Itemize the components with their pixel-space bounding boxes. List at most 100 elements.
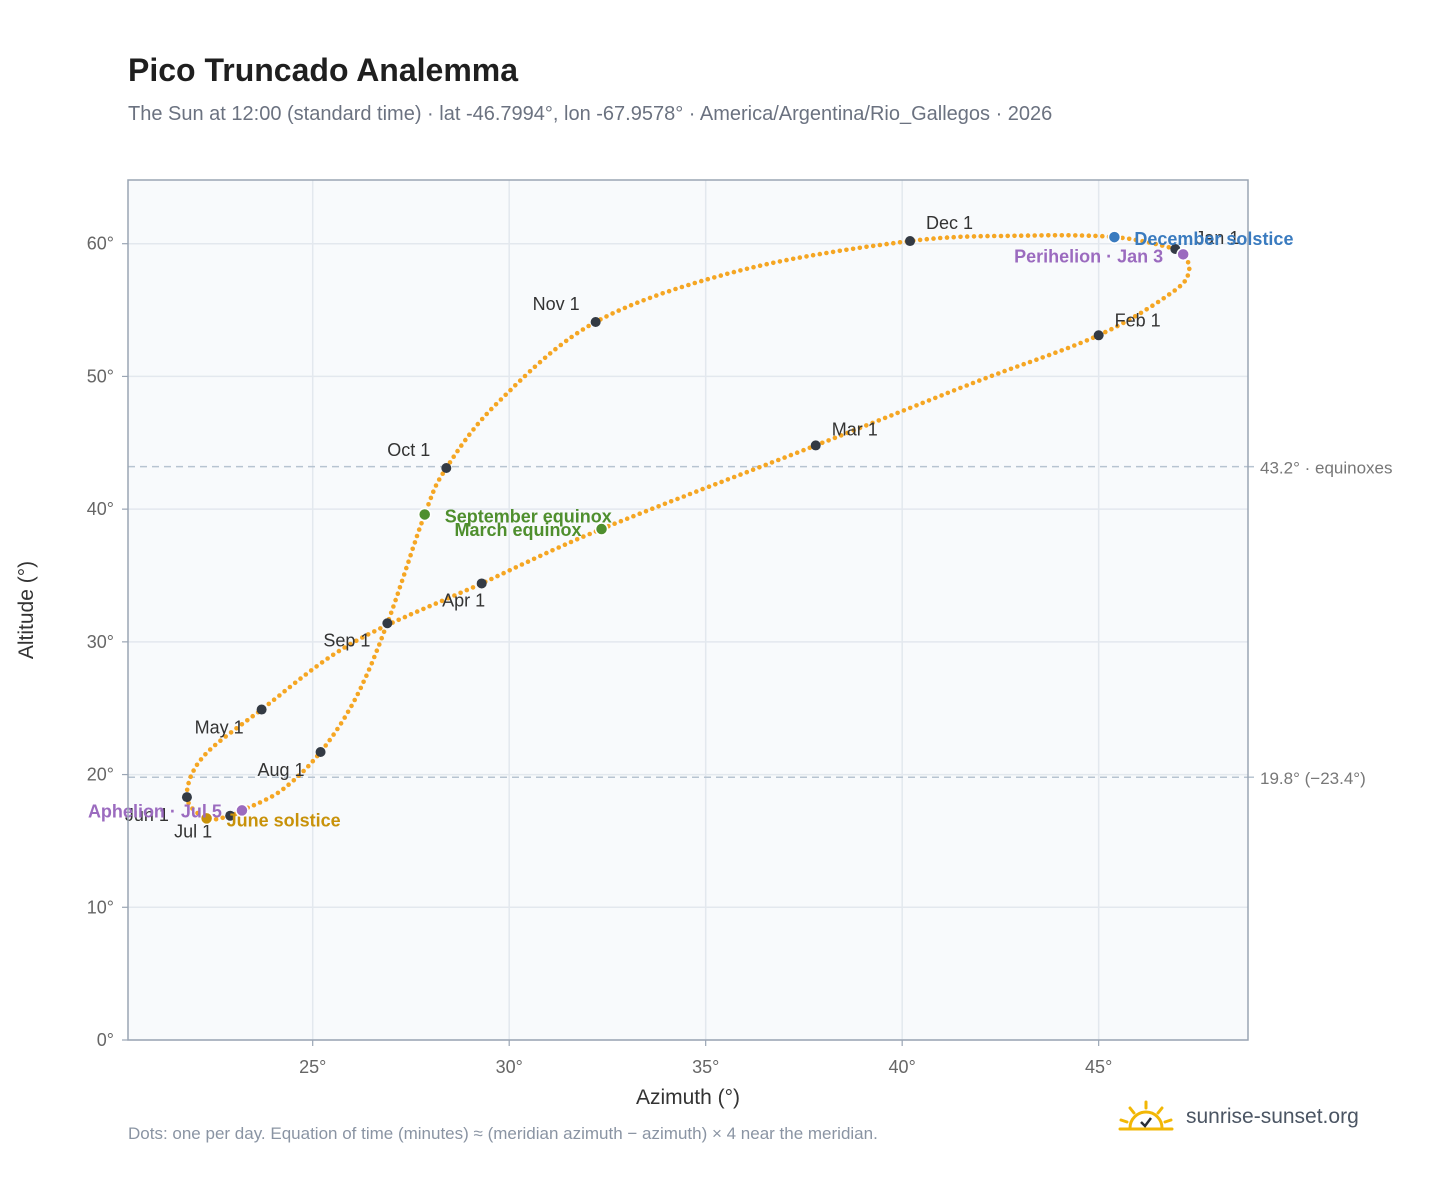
y-tick-label: 10° (87, 897, 114, 917)
day-dot (820, 440, 825, 446)
day-dot (1120, 235, 1125, 241)
day-dot (228, 730, 234, 735)
day-dot (924, 236, 930, 242)
day-dot (352, 697, 358, 703)
chart-title: Pico Truncado Analemma (128, 52, 519, 88)
day-dot (327, 737, 333, 743)
day-dot (977, 378, 982, 383)
day-dot (1126, 236, 1132, 242)
day-dot (338, 721, 344, 726)
day-dot (191, 768, 196, 773)
day-dot (1052, 233, 1058, 238)
day-dot (538, 553, 543, 559)
day-dot (364, 673, 369, 678)
day-dot (464, 587, 470, 593)
day-dot (301, 768, 306, 774)
day-dot (777, 259, 783, 264)
day-dot (718, 273, 724, 278)
day-dot (635, 300, 640, 306)
day-dot (547, 351, 553, 356)
day-dot (203, 752, 208, 757)
day-dot (945, 390, 951, 396)
day-dot (712, 275, 717, 280)
day-dot (731, 474, 737, 480)
day-dot (650, 506, 655, 512)
day-dot (1140, 238, 1145, 244)
day-dot (1040, 355, 1045, 360)
day-dot (901, 408, 907, 413)
day-dot (837, 248, 843, 254)
day-dot (1027, 359, 1033, 365)
day-dot (550, 548, 555, 553)
day-dot (641, 298, 646, 303)
day-dot (286, 782, 291, 787)
month-marker (590, 317, 601, 328)
event-marker (235, 803, 249, 818)
day-dot (470, 585, 476, 590)
day-dot (412, 540, 418, 545)
day-dot (647, 295, 653, 301)
day-dot (824, 250, 829, 256)
month-label: Mar 1 (832, 419, 878, 439)
day-dot (574, 330, 580, 336)
day-dot (851, 428, 856, 433)
month-label: May 1 (195, 718, 244, 738)
event-label: Perihelion · Jan 3 (1014, 246, 1163, 266)
brand[interactable]: sunrise-sunset.org (1118, 1100, 1359, 1134)
day-dot (1073, 233, 1078, 238)
day-dot (188, 774, 193, 779)
day-dot (817, 251, 823, 257)
day-dot (801, 447, 806, 453)
day-dot (1144, 307, 1149, 312)
day-dot (637, 511, 642, 516)
day-dot (675, 496, 680, 502)
day-dot (452, 593, 457, 598)
day-dot (610, 311, 615, 316)
axis-ticks: 25° 30° 35° 40° 45° 0° 10° 20° 30° 40° 50° 60° (87, 234, 1113, 1077)
day-dot (681, 494, 687, 499)
month-marker (225, 810, 236, 821)
day-dot (310, 758, 316, 764)
day-dot (937, 235, 943, 241)
day-dot (794, 450, 800, 456)
day-dot (402, 614, 408, 620)
day-dot (958, 234, 963, 240)
day-dot (493, 402, 499, 407)
month-label: Nov 1 (533, 294, 580, 314)
day-dot (378, 626, 383, 631)
day-dot (978, 233, 983, 239)
day-dot (618, 518, 624, 524)
day-dot (738, 472, 743, 477)
day-dot (275, 790, 281, 796)
day-dot (764, 261, 769, 267)
day-dot (1185, 260, 1191, 265)
day-dot (395, 591, 401, 596)
day-dot (379, 635, 385, 641)
y-tick-label: 0° (97, 1030, 114, 1050)
day-dot (263, 797, 269, 802)
day-dot (1046, 233, 1051, 238)
day-dot (751, 264, 756, 270)
day-dot (361, 679, 366, 685)
day-dot (426, 502, 431, 507)
day-dot (587, 531, 592, 537)
day-dot (330, 652, 336, 658)
footnote: Dots: one per day. Equation of time (min… (128, 1124, 878, 1143)
day-dot (562, 542, 568, 547)
month-marker (181, 792, 192, 803)
day-dot (1150, 303, 1155, 309)
day-dot (1109, 326, 1114, 332)
day-dot (1115, 323, 1120, 329)
day-dot (269, 794, 275, 799)
day-dot (1005, 233, 1010, 239)
y-tick-label: 40° (87, 499, 114, 519)
day-dot (604, 314, 609, 319)
day-dot (1177, 283, 1183, 289)
day-dot (998, 233, 1004, 239)
brand-name[interactable]: sunrise-sunset.org (1186, 1105, 1359, 1128)
day-dot (662, 501, 668, 507)
day-dot (951, 234, 956, 240)
day-dot (360, 635, 365, 640)
day-dot (489, 576, 494, 582)
day-dot (889, 413, 894, 418)
